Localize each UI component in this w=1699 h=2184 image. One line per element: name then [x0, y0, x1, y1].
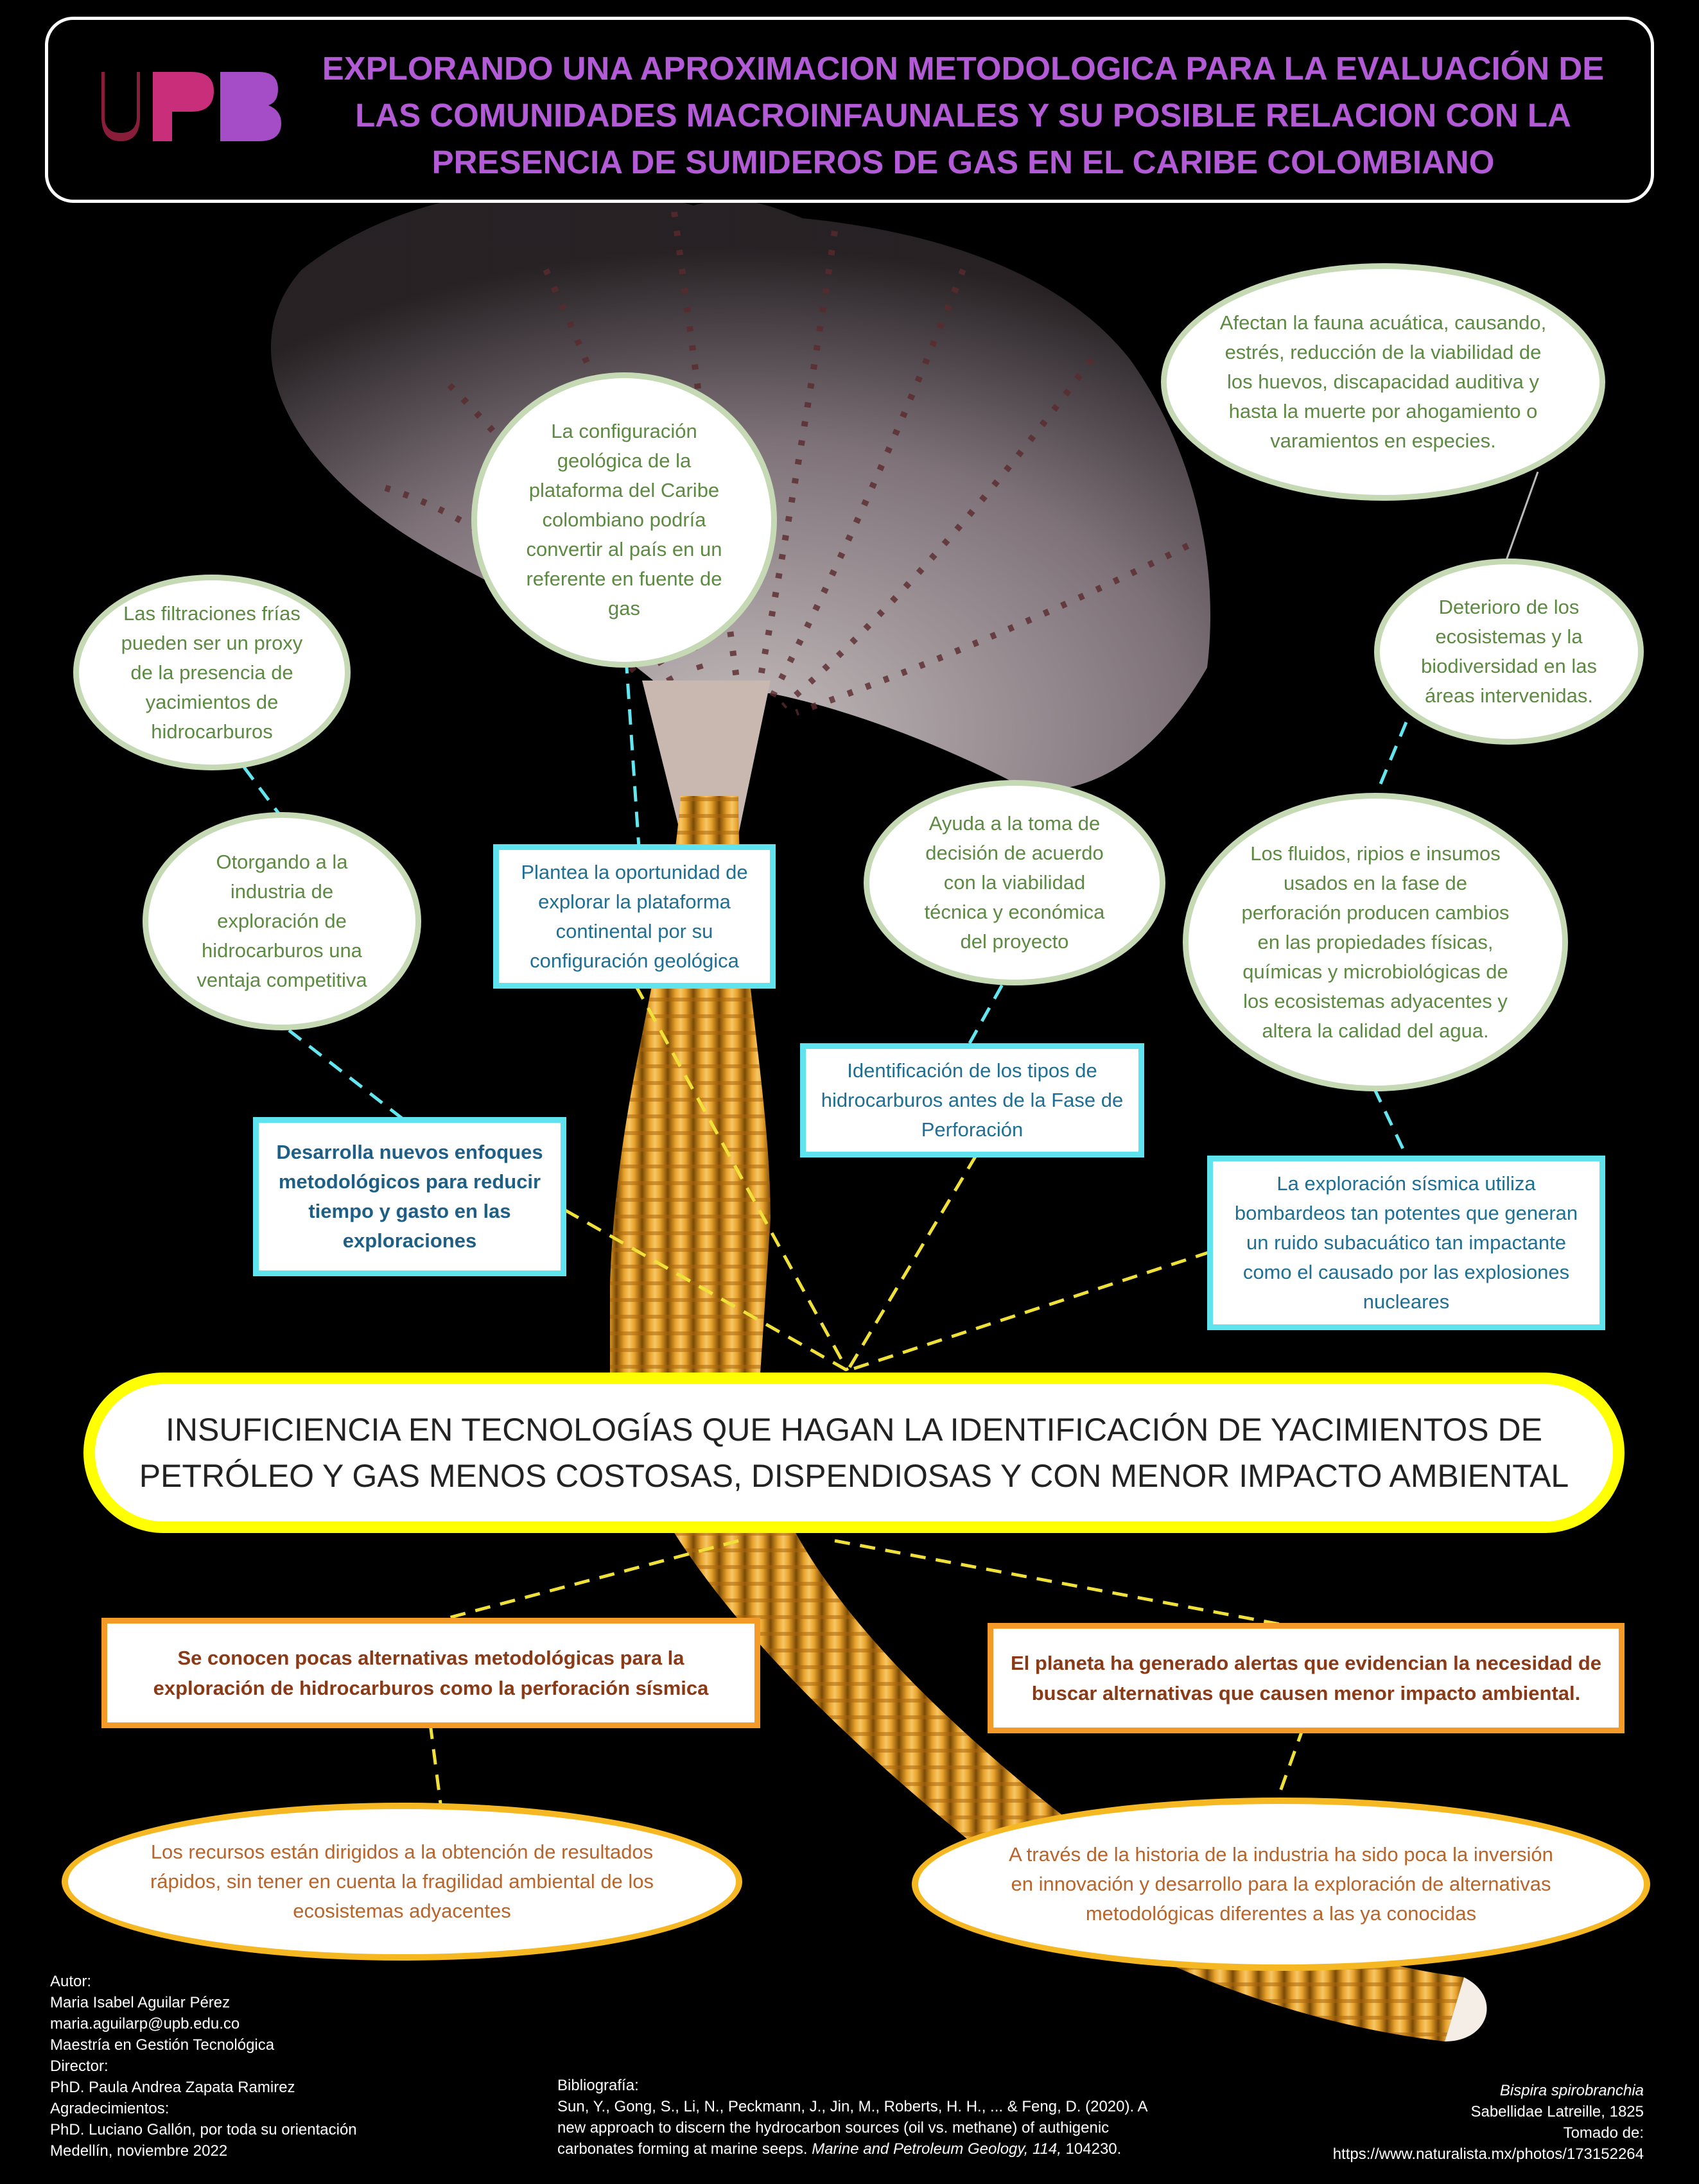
oval-otorgando: Otorgando a la industria de exploración …: [143, 812, 421, 1030]
cause-historia-text: A través de la historia de la industria …: [1009, 1843, 1553, 1925]
header-frame: [45, 17, 1654, 203]
oval-fluidos-text: Los fluidos, ripios e insumos usados en …: [1241, 842, 1510, 1042]
yellow-connectors: [428, 984, 1305, 1824]
cause-planeta: El planeta ha generado alertas que evide…: [988, 1623, 1625, 1733]
oval-configuracion: La configuración geológica de la platafo…: [471, 372, 777, 668]
oval-ayuda: Ayuda a la toma de decisión de acuerdo c…: [864, 780, 1165, 985]
bibliography-journal: Marine and Petroleum Geology, 114,: [812, 2140, 1061, 2158]
oval-ayuda-text: Ayuda a la toma de decisión de acuerdo c…: [924, 812, 1105, 953]
upb-logo: UPB: [76, 72, 281, 143]
box-desarrolla: Desarrolla nuevos enfoques metodológicos…: [253, 1117, 566, 1276]
author-line: PhD. Luciano Gallón, por toda su orienta…: [50, 2121, 357, 2138]
oval-filtraciones-text: Las filtraciones frías pueden ser un pro…: [121, 602, 303, 743]
author-block: Autor: Maria Isabel Aguilar Pérez maria.…: [50, 1971, 500, 2162]
credit-label: Tomado de:: [1563, 2124, 1644, 2142]
author-line: maria.aguilarp@upb.edu.co: [50, 2015, 240, 2032]
species-name: Bispira spirobranchia: [1499, 2082, 1644, 2099]
credit-url[interactable]: https://www.naturalista.mx/photos/173152…: [1332, 2145, 1644, 2163]
box-sismica: La exploración sísmica utiliza bombardeo…: [1207, 1156, 1605, 1330]
bibliography: Bibliografía: Sun, Y., Gong, S., Li, N.,…: [557, 2075, 1174, 2160]
image-credit: Bispira spirobranchia Sabellidae Latreil…: [1259, 2080, 1644, 2165]
box-desarrolla-text: Desarrolla nuevos enfoques metodológicos…: [276, 1141, 543, 1252]
cause-recursos-text: Los recursos están dirigidos a la obtenc…: [150, 1841, 654, 1922]
central-problem-text: INSUFICIENCIA EN TECNOLOGÍAS QUE HAGAN L…: [139, 1412, 1569, 1494]
central-problem: INSUFICIENCIA EN TECNOLOGÍAS QUE HAGAN L…: [83, 1373, 1625, 1533]
box-sismica-text: La exploración sísmica utiliza bombardeo…: [1234, 1172, 1578, 1313]
box-identificacion: Identificación de los tipos de hidrocarb…: [800, 1043, 1144, 1157]
oval-fauna-text: Afectan la fauna acuática, causando, est…: [1219, 311, 1547, 452]
oval-configuracion-text: La configuración geológica de la platafo…: [526, 420, 722, 620]
box-plantea-text: Plantea la oportunidad de explorar la pl…: [521, 860, 748, 972]
author-line: PhD. Paula Andrea Zapata Ramirez: [50, 2079, 295, 2096]
bibliography-entry: Sun, Y., Gong, S., Li, N., Peckmann, J.,…: [557, 2096, 1174, 2160]
oval-deterioro-text: Deterioro de los ecosistemas y la biodiv…: [1420, 596, 1597, 707]
box-plantea: Plantea la oportunidad de explorar la pl…: [493, 844, 776, 989]
bibliography-end: 104230.: [1065, 2140, 1122, 2158]
cause-recursos: Los recursos están dirigidos a la obtenc…: [62, 1803, 742, 1961]
author-line: Maria Isabel Aguilar Pérez: [50, 1994, 231, 2011]
oval-fauna: Afectan la fauna acuática, causando, est…: [1161, 263, 1605, 501]
box-identificacion-text: Identificación de los tipos de hidrocarb…: [821, 1059, 1124, 1141]
oval-deterioro: Deterioro de los ecosistemas y la biodiv…: [1374, 559, 1644, 745]
poster-title: EXPLORANDO UNA APROXIMACION METODOLOGICA…: [322, 50, 1605, 180]
oval-filtraciones: Las filtraciones frías pueden ser un pro…: [73, 575, 351, 770]
author-line: Director:: [50, 2058, 109, 2075]
species-family: Sabellidae Latreille, 1825: [1470, 2103, 1644, 2120]
grey-connector: [1504, 471, 1539, 562]
oval-fluidos: Los fluidos, ripios e insumos usados en …: [1183, 793, 1568, 1091]
author-line: Agradecimientos:: [50, 2100, 170, 2117]
oval-otorgando-text: Otorgando a la industria de exploración …: [196, 851, 367, 991]
bibliography-text: Sun, Y., Gong, S., Li, N., Peckmann, J.,…: [557, 2098, 1147, 2158]
author-line: Autor:: [50, 1973, 92, 1990]
cause-planeta-text: El planeta ha generado alertas que evide…: [1010, 1652, 1601, 1704]
author-line: Maestría en Gestión Tecnológica: [50, 2036, 275, 2054]
author-line: Medellín, noviembre 2022: [50, 2142, 228, 2160]
bibliography-label: Bibliografía:: [557, 2077, 639, 2094]
svg-text:UPB: UPB: [179, 135, 180, 137]
cause-pocas: Se conocen pocas alternativas metodológi…: [101, 1618, 760, 1728]
cause-pocas-text: Se conocen pocas alternativas metodológi…: [153, 1647, 709, 1699]
cause-historia: A través de la historia de la industria …: [912, 1798, 1650, 1971]
